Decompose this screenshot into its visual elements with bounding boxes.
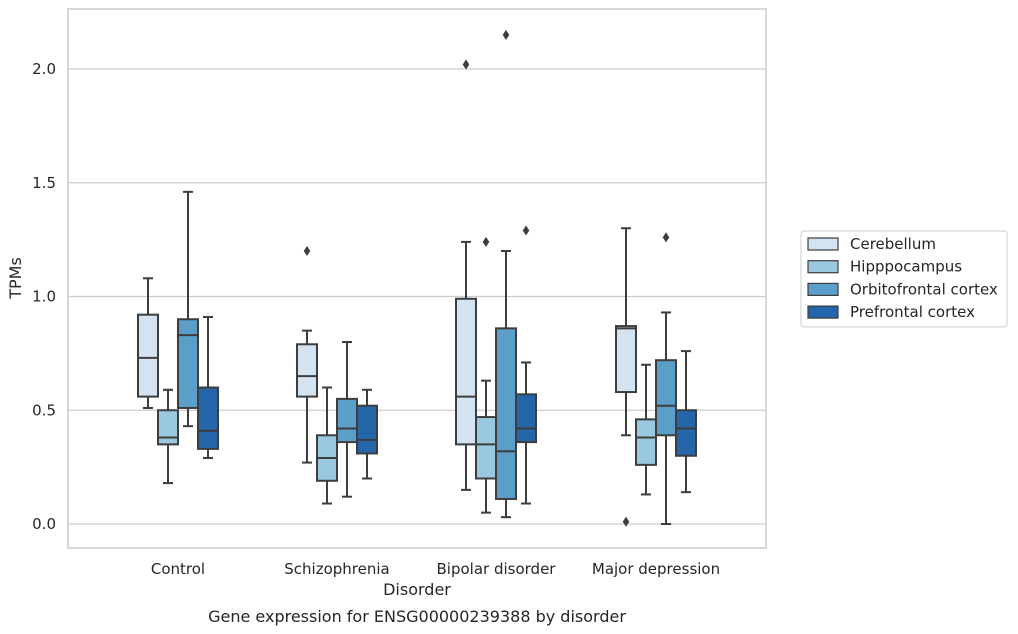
box-hipppocampus [316, 386, 338, 505]
y-tick-label: 1.0 [32, 288, 56, 306]
iqr-box [515, 393, 537, 444]
box-hipppocampus [475, 236, 497, 514]
box-prefrontal-cortex [515, 225, 537, 505]
legend-label: Prefrontal cortex [850, 303, 975, 321]
iqr-box [137, 313, 159, 398]
x-tick-label: Schizophrenia [284, 560, 389, 578]
outlier-point [462, 59, 470, 70]
legend-label: Hipppocampus [850, 258, 962, 276]
box-prefrontal-cortex [356, 388, 378, 480]
outlier-point [502, 29, 510, 40]
box-prefrontal-cortex [197, 315, 219, 460]
iqr-box [177, 318, 199, 409]
iqr-box [655, 359, 677, 437]
chart-title: Gene expression for ENSG00000239388 by d… [208, 607, 626, 626]
iqr-box [495, 327, 517, 500]
box-orbitofrontal-cortex [336, 341, 358, 498]
iqr-box [675, 409, 697, 457]
plot-area-frame [67, 8, 767, 549]
iqr-box [635, 418, 657, 466]
y-tick-label: 1.5 [32, 174, 56, 192]
legend-swatch [807, 260, 839, 274]
box-cerebellum [615, 227, 637, 527]
box-hipppocampus [157, 388, 179, 485]
outlier-point [662, 232, 670, 243]
outlier-point [482, 236, 490, 247]
box-orbitofrontal-cortex [495, 29, 517, 519]
legend-swatch [807, 305, 839, 319]
y-axis-label: TPMs [6, 257, 25, 300]
box-orbitofrontal-cortex [655, 232, 677, 525]
legend: Cerebellum Hipppocampus Orbitofrontal cort… [800, 230, 1008, 328]
legend-label: Orbitofrontal cortex [850, 280, 998, 298]
iqr-box [475, 416, 497, 480]
iqr-box [157, 409, 179, 446]
gridlines [68, 68, 766, 525]
y-tick-label: 2.0 [32, 60, 56, 78]
box-cerebellum [455, 59, 477, 491]
x-axis-label: Disorder [383, 580, 451, 599]
iqr-box [336, 397, 358, 444]
box-orbitofrontal-cortex [177, 190, 199, 428]
boxes [137, 29, 697, 527]
legend-frame [800, 230, 1008, 328]
outlier-point [522, 225, 530, 236]
outlier-point [622, 516, 630, 527]
iqr-box [615, 325, 637, 394]
iqr-box [197, 386, 219, 450]
outlier-point [303, 246, 311, 256]
legend-label: Cerebellum [850, 235, 936, 253]
x-axis-ticks: Control Schizophrenia Bipolar disorder Majo… [151, 560, 720, 578]
iqr-box [356, 404, 378, 455]
iqr-box [455, 297, 477, 446]
legend-swatch [807, 237, 839, 251]
iqr-box [296, 343, 318, 398]
box-cerebellum [137, 277, 159, 409]
box-prefrontal-cortex [675, 350, 697, 494]
box-hipppocampus [635, 363, 657, 496]
y-tick-label: 0.5 [32, 401, 56, 419]
y-axis-ticks: 0.0 0.5 1.0 1.5 2.0 [32, 60, 56, 533]
x-tick-label: Major depression [592, 560, 720, 578]
x-tick-label: Control [151, 560, 205, 578]
legend-swatch [807, 282, 839, 296]
y-tick-label: 0.0 [32, 515, 56, 533]
box-cerebellum [296, 246, 318, 464]
x-tick-label: Bipolar disorder [437, 560, 557, 578]
